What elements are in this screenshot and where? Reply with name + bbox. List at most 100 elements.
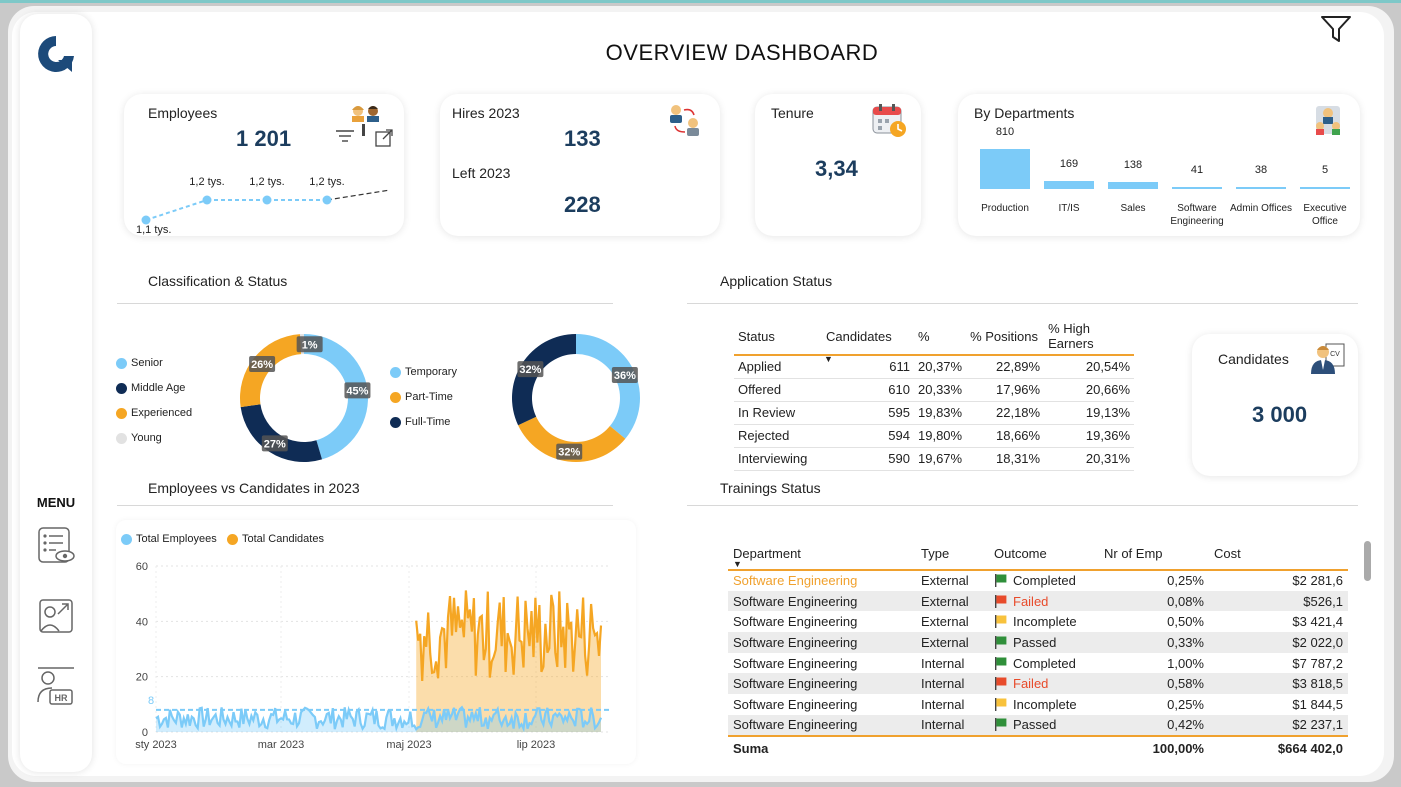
- employees-area: [156, 707, 601, 732]
- employees-series-line[interactable]: [155, 705, 603, 733]
- departments-card: By Departments 810 Production 169 IT/IS 138 S…: [958, 94, 1360, 236]
- legend-total-employees[interactable]: Total Employees: [121, 533, 217, 545]
- legend-total-candidates[interactable]: Total Candidates: [227, 533, 324, 545]
- column-header-type[interactable]: Type: [916, 538, 989, 571]
- hires-left-card: Hires 2023 133 Left 2023 228: [440, 94, 720, 236]
- table-row[interactable]: Software Engineering External Completed 0,2…: [728, 570, 1348, 591]
- value-cell: 20,37%: [914, 355, 967, 379]
- sort-desc-icon[interactable]: ▼: [824, 354, 833, 364]
- department-cell: Software Engineering: [728, 673, 916, 695]
- trend-forecast-line: [326, 189, 391, 201]
- trend-point[interactable]: [322, 195, 332, 205]
- filter-lines-icon[interactable]: [334, 126, 356, 146]
- donut-slice[interactable]: [576, 334, 640, 439]
- trend-point[interactable]: [202, 195, 212, 205]
- nr-emp-cell: 0,25%: [1167, 573, 1204, 589]
- column-header-pct[interactable]: %: [914, 318, 967, 356]
- trainings-scrollbar[interactable]: [1364, 541, 1371, 581]
- legend-label: Experienced: [131, 407, 193, 419]
- column-header-department[interactable]: Department ▼: [728, 538, 916, 571]
- nr-emp-cell: 0,25%: [1167, 696, 1204, 712]
- value-cell: 595: [822, 401, 914, 425]
- more-options-bar[interactable]: [362, 124, 365, 136]
- status-cell: In Review: [734, 401, 822, 425]
- cost-cell: $3 818,5: [1209, 673, 1348, 695]
- table-row[interactable]: Rejected 594 19,80% 18,66% 19,36%: [734, 424, 1134, 448]
- donut-data-label: 27%: [264, 438, 286, 450]
- donut-label-bg: [344, 382, 371, 399]
- department-bar[interactable]: [1236, 187, 1286, 189]
- filter-icon[interactable]: [1320, 14, 1352, 44]
- column-header-nr-emp[interactable]: Nr of Emp: [1099, 538, 1209, 571]
- donut-data-label: 1%: [302, 339, 318, 351]
- candidates-series-line[interactable]: [415, 590, 603, 681]
- legend-item[interactable]: Part-Time: [390, 391, 453, 403]
- sort-desc-icon[interactable]: ▼: [733, 559, 742, 569]
- table-row[interactable]: Software Engineering External Incomplete 0,…: [728, 611, 1348, 632]
- table-row[interactable]: Software Engineering External Failed 0,08% $…: [728, 590, 1348, 612]
- department-bar[interactable]: [1108, 182, 1158, 189]
- table-row[interactable]: Software Engineering External Passed 0,33% $…: [728, 632, 1348, 653]
- nr-emp-cell: 1,00%: [1167, 655, 1204, 671]
- value-cell: 18,31%: [966, 447, 1045, 471]
- table-row[interactable]: Software Engineering Internal Passed 0,42% $…: [728, 714, 1348, 736]
- legend-item[interactable]: Middle Age: [116, 382, 185, 394]
- left-value: 228: [564, 192, 601, 217]
- hires-value: 133: [564, 126, 601, 151]
- status-cell: Applied: [734, 355, 822, 379]
- value-cell: 20,33%: [914, 378, 967, 402]
- focus-mode-icon[interactable]: [374, 128, 394, 148]
- table-row[interactable]: In Review 595 19,83% 22,18% 19,13%: [734, 401, 1134, 425]
- column-header-positions[interactable]: % Positions: [966, 318, 1045, 356]
- status-cell: Rejected: [734, 424, 822, 448]
- type-cell: Internal: [921, 696, 965, 712]
- column-header-high-earners[interactable]: % High Earners: [1044, 318, 1134, 356]
- table-row[interactable]: Software Engineering Internal Incomplete 0,…: [728, 694, 1348, 715]
- column-header-candidates[interactable]: Candidates ▼: [822, 318, 914, 364]
- column-header-outcome[interactable]: Outcome: [989, 538, 1099, 571]
- column-header-status[interactable]: Status: [734, 318, 822, 356]
- department-name-label: Sales: [1120, 203, 1146, 214]
- table-row[interactable]: Software Engineering Internal Completed 1,0…: [728, 653, 1348, 674]
- department-bar[interactable]: [1044, 180, 1094, 189]
- type-cell: External: [916, 632, 989, 653]
- classification-divider: [117, 303, 613, 304]
- trend-point[interactable]: [262, 195, 272, 205]
- nr-emp-cell: 0,58%: [1099, 673, 1209, 695]
- table-header-row: Department ▼ Type Outcome Nr of Emp Cost: [728, 538, 1348, 571]
- legend-item[interactable]: Experienced: [116, 407, 192, 419]
- company-logo-icon[interactable]: [34, 32, 78, 78]
- table-row[interactable]: Software Engineering Internal Failed 0,58% $…: [728, 673, 1348, 695]
- donut-slice[interactable]: [512, 334, 576, 426]
- outcome-cell: Passed: [989, 714, 1099, 736]
- donut-slice[interactable]: [240, 404, 323, 462]
- department-bar[interactable]: [1172, 186, 1222, 189]
- legend-dot: [116, 432, 127, 444]
- legend-item[interactable]: Full-Time: [390, 416, 450, 428]
- nr-emp-cell: 0,33%: [1099, 632, 1209, 653]
- legend-item[interactable]: Senior: [116, 357, 163, 369]
- department-cell: Software Engineering: [728, 714, 916, 736]
- table-row[interactable]: Offered 610 20,33% 17,96% 20,66%: [734, 378, 1134, 402]
- trend-point[interactable]: [141, 215, 151, 225]
- emp-vs-cand-area-chart: 0 20 40 60 sty 2023 mar 2023 maj 2023 lip 2023 8: [135, 561, 611, 751]
- hr-person-icon[interactable]: HR: [34, 664, 78, 708]
- department-bar[interactable]: [1300, 187, 1350, 189]
- table-row[interactable]: Interviewing 590 19,67% 18,31% 20,31%: [734, 447, 1134, 471]
- donut-slice[interactable]: [304, 334, 368, 460]
- department-bar[interactable]: [980, 149, 1030, 189]
- recruitment-person-icon[interactable]: [34, 594, 78, 638]
- donut-slice[interactable]: [240, 334, 302, 408]
- legend-item[interactable]: Temporary: [390, 366, 457, 378]
- overview-list-icon[interactable]: [34, 524, 78, 568]
- cost-cell: $3 421,4: [1292, 614, 1343, 630]
- donut-slice[interactable]: [518, 416, 626, 462]
- type-cell: Internal: [916, 673, 989, 695]
- legend-item[interactable]: Young: [116, 432, 162, 444]
- value-cell: 20,31%: [1044, 447, 1134, 471]
- column-header-cost[interactable]: Cost: [1209, 538, 1348, 571]
- application-divider: [687, 303, 1358, 304]
- cost-cell: $526,1: [1209, 590, 1348, 612]
- candidates-label: Candidates: [1218, 351, 1289, 367]
- table-row[interactable]: Applied 611 20,37% 22,89% 20,54%: [734, 355, 1134, 379]
